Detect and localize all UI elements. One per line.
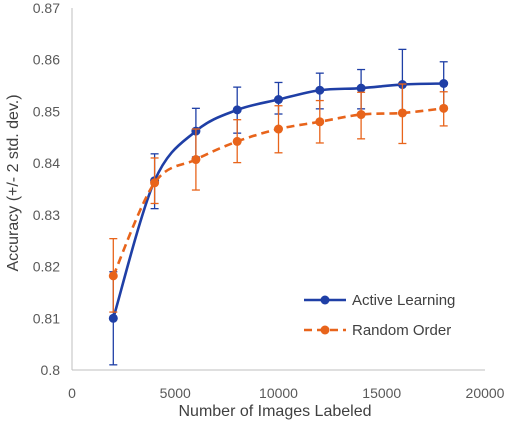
data-point xyxy=(315,85,325,95)
data-point xyxy=(356,83,366,93)
y-tick-label: 0.85 xyxy=(33,103,60,119)
y-tick-label: 0.84 xyxy=(33,155,60,171)
data-point xyxy=(356,110,366,120)
series-layer xyxy=(108,48,449,366)
x-axis-title: Number of Images Labeled xyxy=(179,403,372,420)
legend-label: Random Order xyxy=(352,322,451,339)
legend-label: Active Learning xyxy=(352,292,455,309)
x-tick-label: 5000 xyxy=(160,385,191,401)
x-tick-label: 20000 xyxy=(466,385,505,401)
data-point xyxy=(191,155,201,165)
data-point xyxy=(150,178,160,188)
data-point xyxy=(274,124,283,134)
data-point xyxy=(108,313,118,323)
x-tick-label: 0 xyxy=(68,385,76,401)
data-point xyxy=(232,105,242,115)
y-tick-label: 0.8 xyxy=(41,362,61,378)
legend-item: Random Order xyxy=(304,322,451,339)
legend: Active Learning Random Order xyxy=(304,292,455,339)
data-point xyxy=(439,79,449,89)
legend-swatch-marker xyxy=(320,295,330,305)
y-tick-label: 0.81 xyxy=(33,310,60,326)
data-point xyxy=(232,136,242,146)
data-point xyxy=(108,271,118,281)
legend-swatch-marker xyxy=(320,325,330,335)
y-tick-label: 0.87 xyxy=(33,0,60,16)
data-point xyxy=(315,117,325,127)
y-axis: 0.8 0.81 0.82 0.83 0.84 0.85 0.86 0.87 xyxy=(33,0,73,378)
series-active-learning xyxy=(108,48,449,366)
data-point xyxy=(439,103,449,113)
x-tick-label: 15000 xyxy=(362,385,401,401)
data-point xyxy=(274,95,283,105)
y-tick-label: 0.86 xyxy=(33,52,60,68)
x-axis: 0 5000 10000 15000 20000 xyxy=(68,369,505,401)
x-tick-label: 10000 xyxy=(259,385,298,401)
series-random-order xyxy=(108,83,449,313)
y-tick-label: 0.83 xyxy=(33,207,60,223)
data-point xyxy=(397,108,407,118)
y-axis-title: Accuracy (+/- 2 std. dev.) xyxy=(5,94,22,271)
y-tick-label: 0.82 xyxy=(33,259,60,275)
legend-item: Active Learning xyxy=(304,292,455,309)
